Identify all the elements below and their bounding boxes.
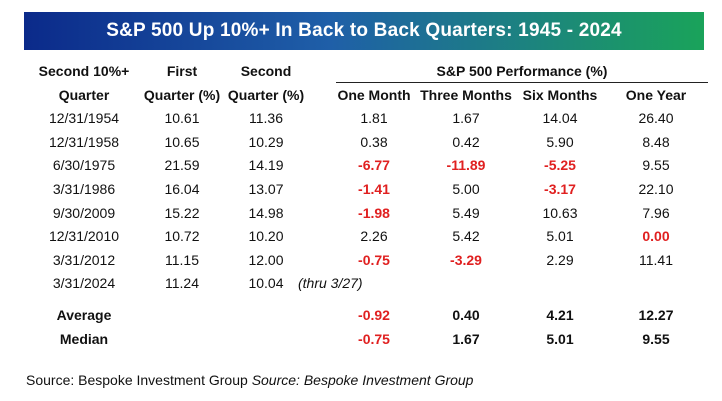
- summary-cell: 0.40: [452, 306, 480, 323]
- table-row: 3/31/1986 16.04 13.07 -1.41 5.00 -3.17 22.10: [24, 178, 706, 202]
- table-cell: 10.61: [164, 110, 200, 127]
- column-header: Three Months: [420, 86, 512, 103]
- table-cell: 11.15: [165, 251, 199, 268]
- column-header: Quarter (%): [143, 86, 221, 103]
- table-cell: 14.98: [248, 204, 284, 221]
- group-header-underline: [336, 82, 708, 83]
- column-header: One Year: [625, 86, 687, 103]
- table-cell: 15.22: [164, 204, 200, 221]
- row-date: 3/31/2024: [52, 275, 116, 292]
- header-row-1: Second 10%+ First Second S&P 500 Performanc…: [24, 60, 706, 84]
- header-row-2: Quarter Quarter (%) Quarter (%) One Month Th…: [24, 84, 706, 108]
- summary-cell: -0.75: [358, 330, 390, 347]
- table-cell: 10.20: [248, 228, 284, 245]
- table-cell: 13.07: [248, 180, 284, 197]
- title-banner: S&P 500 Up 10%+ In Back to Back Quarters…: [24, 12, 704, 50]
- table-cell: 14.04: [542, 110, 578, 127]
- row-date: 6/30/1975: [52, 157, 116, 174]
- row-note: (thru 3/27): [298, 275, 363, 292]
- table-cell: -5.25: [544, 157, 576, 174]
- summary-cell: 4.21: [546, 306, 574, 323]
- table-cell: -11.89: [446, 157, 486, 174]
- table-cell: 1.67: [452, 110, 480, 127]
- table-row: 12/31/1954 10.61 11.36 1.81 1.67 14.04 26.40: [24, 107, 706, 131]
- row-date: 12/31/2010: [48, 228, 120, 245]
- table-cell: 22.10: [638, 180, 674, 197]
- table-row: 3/31/2024 11.24 10.04 (thru 3/27): [24, 272, 706, 296]
- table-cell: 10.72: [164, 228, 200, 245]
- performance-table: Second 10%+ First Second S&P 500 Performanc…: [24, 60, 708, 352]
- column-header-top: Second: [240, 63, 292, 79]
- table-cell: 5.90: [546, 133, 574, 150]
- column-header: Six Months: [522, 86, 598, 103]
- row-date: 12/31/1958: [48, 133, 120, 150]
- table-cell: 2.26: [360, 228, 388, 245]
- table-cell: 0.42: [452, 133, 480, 150]
- table-cell: 8.48: [642, 133, 670, 150]
- row-date: 9/30/2009: [52, 204, 116, 221]
- summary-row: Median -0.75 1.67 5.01 9.55: [24, 328, 706, 352]
- column-header-top: Second 10%+: [38, 63, 130, 79]
- row-date: 12/31/1954: [48, 110, 120, 127]
- table-row: 3/31/2012 11.15 12.00 -0.75 -3.29 2.29 11.41: [24, 249, 706, 273]
- table-cell: -1.41: [358, 180, 390, 197]
- table-cell: 10.63: [542, 204, 578, 221]
- page-title: S&P 500 Up 10%+ In Back to Back Quarters…: [106, 20, 622, 41]
- table-cell: 10.65: [164, 133, 200, 150]
- source-text: Source: Bespoke Investment Group: [26, 372, 248, 388]
- table-cell: 2.29: [546, 251, 574, 268]
- column-header: One Month: [337, 86, 411, 103]
- table-cell: 21.59: [164, 157, 200, 174]
- table-cell: 26.40: [638, 110, 674, 127]
- table-row: 12/31/1958 10.65 10.29 0.38 0.42 5.90 8.48: [24, 131, 706, 155]
- column-header-top: First: [166, 63, 198, 79]
- table-cell: 12.00: [248, 251, 284, 268]
- column-header: Quarter (%): [227, 86, 305, 103]
- column-header: Quarter: [58, 86, 110, 103]
- summary-spacer: [24, 296, 706, 304]
- table-cell: 1.81: [360, 110, 388, 127]
- table-cell: 7.96: [642, 204, 670, 221]
- table-cell: 16.04: [164, 180, 200, 197]
- table-cell: 5.00: [452, 180, 480, 197]
- table-cell: -1.98: [358, 204, 390, 221]
- table-cell: 11.24: [165, 275, 199, 292]
- summary-row: Average -0.92 0.40 4.21 12.27: [24, 304, 706, 328]
- table-cell: -6.77: [358, 157, 390, 174]
- table-cell: -3.17: [544, 180, 576, 197]
- table-cell: 0.00: [642, 228, 670, 245]
- summary-label: Median: [59, 330, 109, 347]
- table-cell: 10.29: [248, 133, 284, 150]
- table-cell: 5.49: [452, 204, 480, 221]
- summary-cell: 12.27: [638, 306, 674, 323]
- table-row: 12/31/2010 10.72 10.20 2.26 5.42 5.01 0.00: [24, 225, 706, 249]
- row-date: 3/31/1986: [52, 180, 116, 197]
- table-cell: 0.38: [360, 133, 388, 150]
- table-cell: 5.01: [546, 228, 574, 245]
- summary-cell: 9.55: [642, 330, 670, 347]
- table-cell: 9.55: [642, 157, 670, 174]
- table-cell: 11.36: [249, 110, 283, 127]
- summary-cell: -0.92: [358, 306, 390, 323]
- table-cell: 11.41: [639, 251, 673, 268]
- table-cell: 5.42: [452, 228, 480, 245]
- table-cell: 10.04: [248, 275, 284, 292]
- source-text-italic: Source: Bespoke Investment Group: [251, 372, 474, 388]
- summary-cell: 5.01: [546, 330, 574, 347]
- table-cell: -3.29: [450, 251, 482, 268]
- summary-label: Average: [56, 306, 112, 323]
- row-date: 3/31/2012: [52, 251, 116, 268]
- source-note: Source: Bespoke Investment Group Source:…: [26, 372, 473, 388]
- summary-cell: 1.67: [452, 330, 480, 347]
- group-header: S&P 500 Performance (%): [436, 63, 608, 79]
- table-row: 6/30/1975 21.59 14.19 -6.77 -11.89 -5.25 9.55: [24, 154, 706, 178]
- table-cell: -0.75: [358, 251, 390, 268]
- table-row: 9/30/2009 15.22 14.98 -1.98 5.49 10.63 7.96: [24, 202, 706, 226]
- table-cell: 14.19: [248, 157, 284, 174]
